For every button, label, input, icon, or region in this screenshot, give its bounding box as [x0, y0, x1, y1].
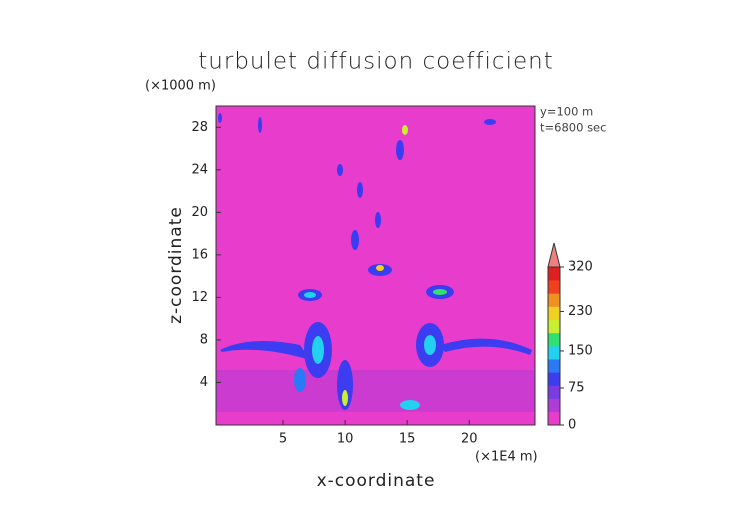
colorbar-band	[548, 359, 560, 373]
y-tick-label: 12	[191, 290, 208, 305]
colorbar-frame	[547, 266, 561, 426]
colorbar-tick-label: 0	[568, 418, 576, 433]
colorbar-band	[548, 319, 560, 334]
y-axis-label: z-coordinate	[166, 206, 186, 324]
colorbar-tick-label: 230	[568, 304, 593, 319]
y-tick-label: 20	[191, 205, 208, 220]
colorbar-band	[548, 346, 560, 360]
colorbar-tick-label: 320	[568, 260, 593, 275]
y-tick-label: 28	[191, 120, 208, 135]
x-tick-label: 5	[279, 432, 287, 447]
x-unit: (×1E4 m)	[475, 450, 538, 465]
colorbar-band	[548, 293, 560, 307]
colorbar-tick-label: 75	[568, 380, 585, 395]
colorbar-band	[548, 372, 560, 386]
colorbar-extend	[547, 242, 561, 268]
field-features	[216, 113, 535, 412]
colorbar-band	[548, 385, 560, 399]
colorbar-tick-label: 150	[568, 343, 593, 358]
x-tick-label: 10	[337, 432, 354, 447]
colorbar-band	[548, 411, 560, 426]
colorbar-band	[548, 398, 560, 413]
y-unit: (×1000 m)	[145, 79, 216, 94]
x-tick-label: 20	[461, 432, 478, 447]
annotation: t=6800 sec	[540, 121, 606, 135]
colorbar-band	[548, 306, 560, 320]
colorbar-band	[548, 267, 560, 281]
y-tick-label: 24	[191, 162, 208, 177]
plot-frame	[215, 105, 536, 426]
colorbar-band	[548, 280, 560, 294]
chart-title: turbulet diffusion coefficient	[198, 49, 553, 75]
y-tick-label: 8	[200, 332, 208, 347]
y-tick-label: 4	[200, 375, 208, 390]
annotation: y=100 m	[540, 105, 593, 119]
x-tick-label: 15	[399, 432, 416, 447]
colorbar-band	[548, 332, 560, 347]
y-tick-label: 16	[191, 247, 208, 262]
x-axis-label: x-coordinate	[317, 471, 436, 491]
